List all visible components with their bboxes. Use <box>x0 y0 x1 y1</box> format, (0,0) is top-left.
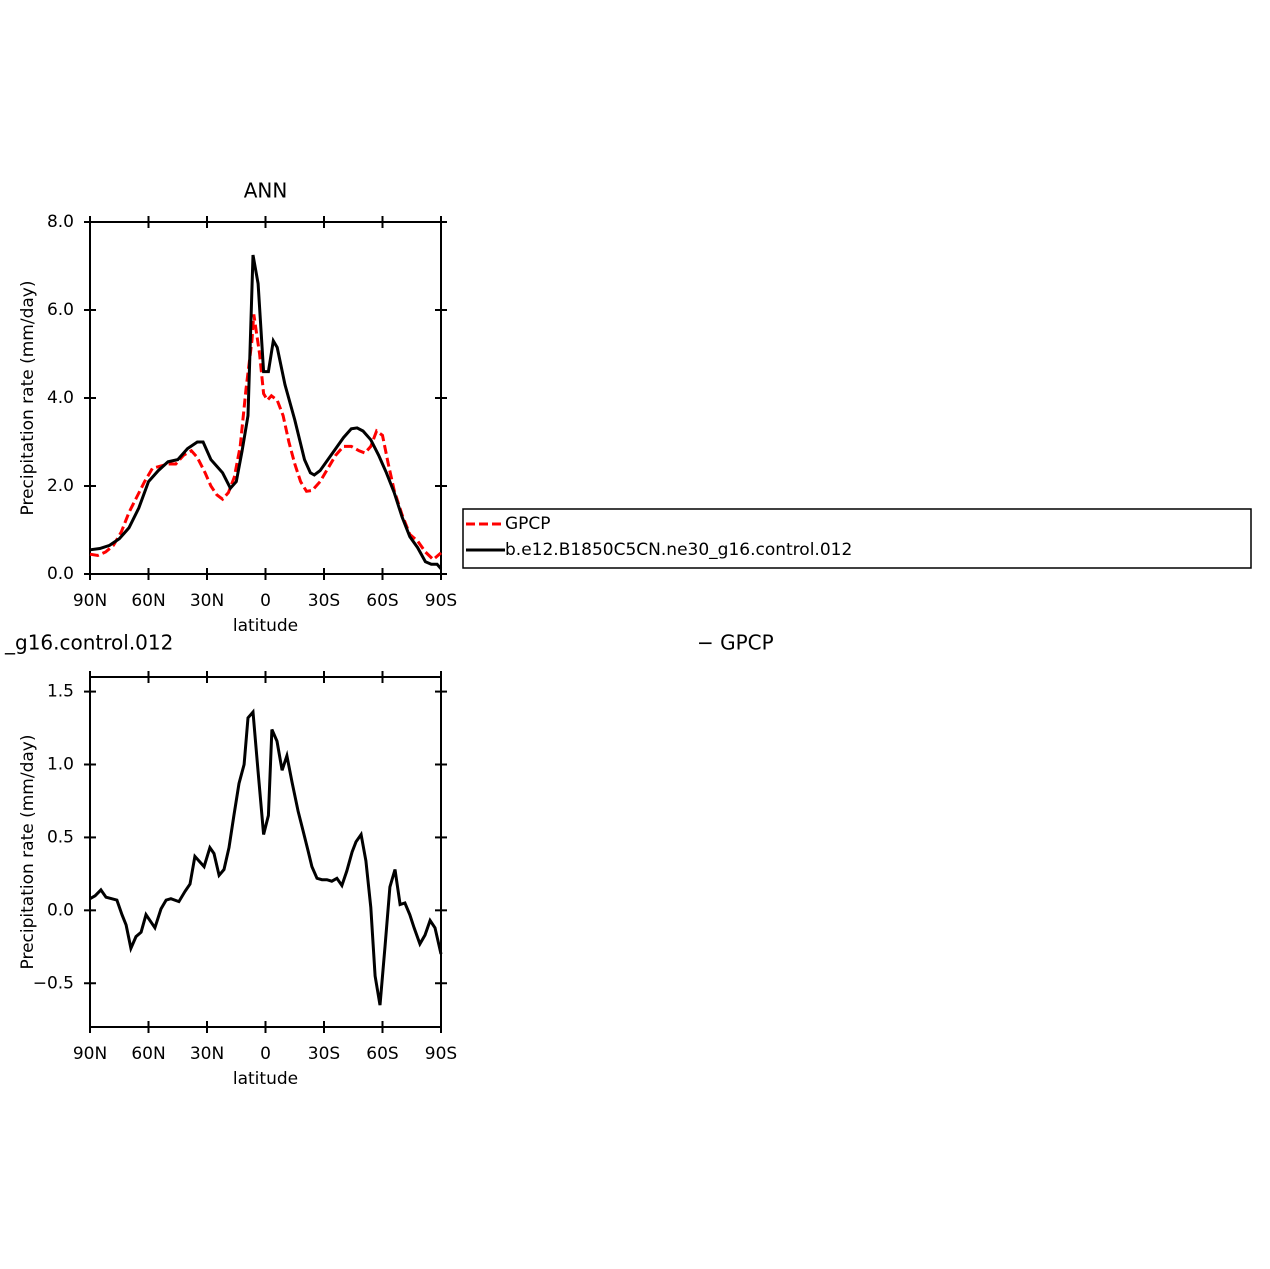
y-tick-label: 8.0 <box>47 212 74 232</box>
y-tick-label: −0.5 <box>33 973 74 993</box>
x-tick-label: 30S <box>308 591 340 611</box>
x-tick-label: 30N <box>190 1044 224 1064</box>
x-tick-label: 60S <box>366 591 398 611</box>
x-tick-label: 30N <box>190 591 224 611</box>
plot-frame <box>89 221 442 575</box>
legend-label: b.e12.B1850C5CN.ne30_g16.control.012 <box>505 540 852 560</box>
left-title: _g16.control.012 <box>4 631 173 655</box>
y-axis-label: Precipitation rate (mm/day) <box>18 735 38 970</box>
x-tick-label: 0 <box>260 591 271 611</box>
x-tick-label: 90S <box>425 1044 457 1064</box>
y-axis-label: Precipitation rate (mm/day) <box>18 281 38 516</box>
plot-frame <box>89 676 442 1028</box>
data-line <box>89 314 442 562</box>
x-axis-label: latitude <box>233 1069 298 1089</box>
chart-title: ANN <box>244 179 288 203</box>
y-tick-label: 1.5 <box>47 682 74 702</box>
y-tick-label: 0.0 <box>47 564 74 584</box>
x-tick-label: 60N <box>131 591 165 611</box>
data-line <box>89 254 443 570</box>
y-tick-label: 2.0 <box>47 476 74 496</box>
x-tick-label: 30S <box>308 1044 340 1064</box>
y-tick-label: 6.0 <box>47 300 74 320</box>
x-tick-label: 0 <box>260 1044 271 1064</box>
x-axis-label: latitude <box>233 616 298 636</box>
x-tick-label: 90S <box>425 591 457 611</box>
legend-box <box>462 508 1252 569</box>
y-tick-label: 4.0 <box>47 388 74 408</box>
x-tick-label: 90N <box>73 591 107 611</box>
y-tick-label: 1.0 <box>47 755 74 775</box>
legend-label: GPCP <box>505 514 551 534</box>
y-tick-label: 0.5 <box>47 827 74 847</box>
x-tick-label: 60N <box>131 1044 165 1064</box>
x-tick-label: 60S <box>366 1044 398 1064</box>
x-tick-label: 90N <box>73 1044 107 1064</box>
data-line <box>89 708 443 1006</box>
y-tick-label: 0.0 <box>47 900 74 920</box>
right-title: − GPCP <box>697 631 774 655</box>
